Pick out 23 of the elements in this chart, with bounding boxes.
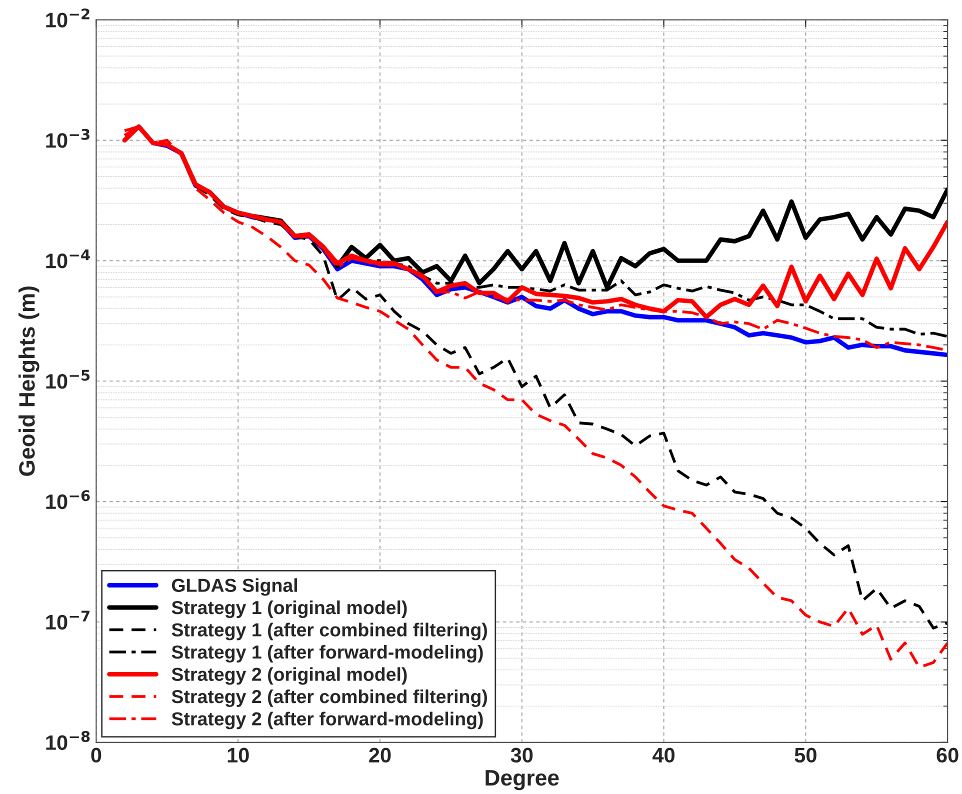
x-tick-label: 20 [369,748,391,763]
y-tick-label: 10$^{−2}$ [46,8,90,28]
x-tick-label: 10 [228,748,249,763]
x-tick-label: 50 [794,748,816,763]
x-axis-title: Degree [486,770,559,790]
y-tick-label: 10$^{−7}$ [46,610,90,630]
legend-label: Strategy 1 (original model) [172,600,407,618]
x-tick-label: 60 [936,748,958,763]
x-tick-label: 30 [510,748,533,763]
legend-label: Strategy 2 (after forward-modeling) [172,712,483,730]
y-tick-label: 10$^{−3}$ [46,128,90,148]
y-tick-label: 10$^{−4}$ [46,249,90,268]
legend-label: Strategy 2 (original model) [172,667,407,685]
y-tick-label: 10$^{−5}$ [46,370,90,389]
legend-label: Strategy 1 (after combined filtering) [172,622,487,640]
legend-label: Strategy 1 (after forward-modeling) [172,644,483,663]
legend-label: GLDAS Signal [172,578,297,596]
y-axis-title: Geoid Heights (m) [18,286,40,476]
x-tick-label: 0 [91,748,102,763]
y-tick-label: 10$^{−8}$ [46,730,90,750]
y-tick-label: 10$^{−6}$ [46,490,90,510]
x-tick-label: 40 [652,748,675,763]
legend-label: Strategy 2 (after combined filtering) [172,689,487,708]
